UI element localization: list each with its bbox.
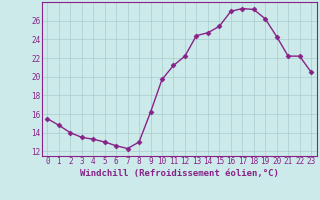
X-axis label: Windchill (Refroidissement éolien,°C): Windchill (Refroidissement éolien,°C) [80,169,279,178]
